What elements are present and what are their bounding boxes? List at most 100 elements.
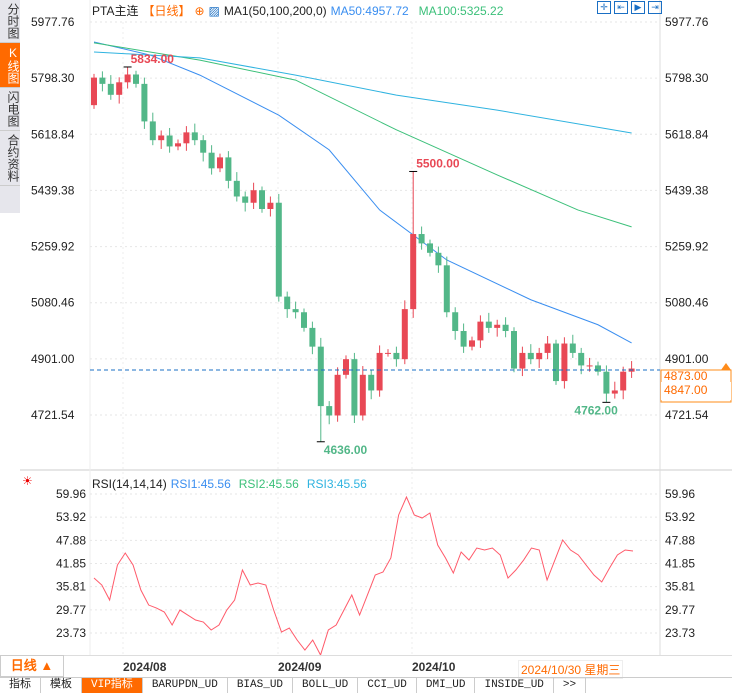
candle-body	[511, 331, 517, 369]
rsi-title: RSI(14,14,14)	[92, 477, 167, 491]
candle-body	[477, 321, 484, 341]
rsi-axis-label: 53.92	[56, 510, 86, 524]
price-axis-label: 5977.76	[31, 15, 75, 29]
tab-cci[interactable]: CCI_UD	[358, 678, 417, 693]
add-indicator-icon[interactable]: ⊕	[194, 4, 205, 18]
last-price-label: 4873.00	[664, 369, 708, 383]
rsi1-value: RSI1:45.56	[170, 477, 231, 491]
price-axis-label: 5798.30	[665, 71, 709, 85]
candle-body	[368, 374, 375, 391]
candle-body	[569, 343, 576, 353]
candle-body	[435, 252, 442, 266]
tab-contract-info[interactable]: 合约资料	[0, 131, 20, 186]
rsi-axis-label: 35.81	[56, 580, 86, 594]
price-axis-label: 5618.84	[665, 127, 709, 141]
tab-bias[interactable]: BIAS_UD	[228, 678, 294, 693]
ma-title: MA1(50,100,200,0)	[223, 4, 327, 18]
tab-indicators[interactable]: 指标	[0, 678, 41, 693]
tab-kline-chart[interactable]: K线图	[0, 43, 20, 88]
candle-body	[334, 374, 341, 416]
zoom-range-icon[interactable]: ⇤	[614, 1, 628, 14]
rsi-settings-icon[interactable]: ☀	[22, 474, 33, 488]
tab-flash-chart[interactable]: 闪电图	[0, 88, 20, 131]
candle-body	[250, 190, 257, 203]
go-latest-icon[interactable]: ⇥	[648, 1, 662, 14]
price-axis-label: 5439.38	[665, 183, 709, 197]
rsi2-value: RSI2:45.56	[238, 477, 299, 491]
period-button[interactable]: 日线 ▲	[0, 655, 64, 677]
rsi-axis-label: 59.96	[56, 487, 86, 501]
candle-body	[225, 157, 232, 181]
candle-body	[519, 352, 526, 369]
more-tabs-button[interactable]: >>	[554, 678, 587, 693]
cursor-date: 2024/10/30 星期三	[518, 660, 624, 679]
candle-body	[317, 346, 324, 407]
candle-body	[502, 324, 509, 332]
rsi-axis-label: 35.81	[665, 580, 695, 594]
chart-toolbar: ✛ ⇤ ▶ ⇥	[597, 1, 662, 14]
candle-body	[217, 157, 223, 169]
chart-header: PTA主连 【日线】 ⊕ ▨ MA1(50,100,200,0) MA50:4957.72…	[92, 2, 507, 19]
candle-body	[233, 180, 240, 197]
candle-body	[418, 234, 425, 244]
price-axis-label: 5259.92	[31, 240, 75, 254]
candle-body	[536, 352, 543, 360]
date-label: 2024/09	[278, 660, 322, 674]
candle-body	[351, 359, 358, 416]
rsi-axis-label: 41.85	[56, 557, 86, 571]
extreme-price-label: 5834.00	[131, 52, 175, 66]
candle-body	[401, 309, 408, 360]
candle-body	[620, 371, 627, 391]
candle-body	[259, 190, 265, 210]
candle-body	[99, 77, 106, 84]
candle-body	[301, 312, 307, 328]
price-axis-label: 5439.38	[31, 183, 75, 197]
price-alert-icon	[721, 363, 731, 370]
crosshair-price-label: 4847.00	[664, 383, 708, 397]
tab-barupdn[interactable]: BARUPDN_UD	[143, 678, 228, 693]
tab-dmi[interactable]: DMI_UD	[417, 678, 476, 693]
candle-body	[427, 243, 433, 253]
tab-inside[interactable]: INSIDE_UD	[475, 678, 554, 693]
ma100-value: MA100:5325.22	[418, 4, 504, 18]
price-axis-label: 5618.84	[31, 127, 75, 141]
extreme-price-label: 4636.00	[324, 443, 368, 457]
rsi-axis-label: 59.96	[665, 487, 695, 501]
ma-line-ma100	[93, 42, 632, 228]
extreme-price-label: 5500.00	[416, 156, 460, 170]
price-axis-label: 5259.92	[665, 240, 709, 254]
candle-body	[359, 374, 366, 416]
price-axis-label: 4901.00	[665, 352, 709, 366]
crosshair-icon[interactable]: ✛	[597, 1, 611, 14]
candle-body	[443, 265, 450, 313]
tab-vip-indicators[interactable]: VIP指标	[82, 678, 143, 693]
candle-body	[124, 74, 131, 83]
tab-templates[interactable]: 模板	[41, 678, 82, 693]
rsi-header: RSI(14,14,14) RSI1:45.56 RSI2:45.56 RSI3:45…	[92, 477, 371, 491]
candle-body	[267, 202, 274, 210]
date-axis: 2024/08 2024/09 2024/10 2024/10/30 星期三	[20, 655, 732, 679]
move-right-icon[interactable]: ▶	[631, 1, 645, 14]
tab-time-chart[interactable]: 分时图	[0, 0, 20, 43]
ma-settings-icon[interactable]: ▨	[208, 4, 220, 18]
candle-body	[410, 234, 417, 310]
rsi-axis-label: 41.85	[665, 557, 695, 571]
tab-boll[interactable]: BOLL_UD	[293, 678, 359, 693]
candle-body	[343, 359, 349, 375]
candle-body	[175, 143, 181, 147]
candle-body	[309, 327, 316, 347]
ma-line-ma200	[93, 51, 632, 134]
candle-body	[452, 312, 459, 332]
rsi-axis-label: 29.77	[665, 603, 695, 617]
period-label[interactable]: 【日线】	[142, 4, 191, 18]
candle-body	[284, 296, 291, 310]
symbol-name: PTA主连	[92, 4, 139, 18]
candle-body	[133, 74, 139, 84]
candle-body	[208, 152, 215, 169]
candle-body	[595, 365, 601, 372]
ma50-value: MA50:4957.72	[330, 4, 409, 18]
candle-body	[107, 83, 114, 95]
indicator-tabs: 指标 模板 VIP指标 BARUPDN_UD BIAS_UD BOLL_UD C…	[0, 677, 732, 693]
candle-body	[141, 83, 148, 122]
